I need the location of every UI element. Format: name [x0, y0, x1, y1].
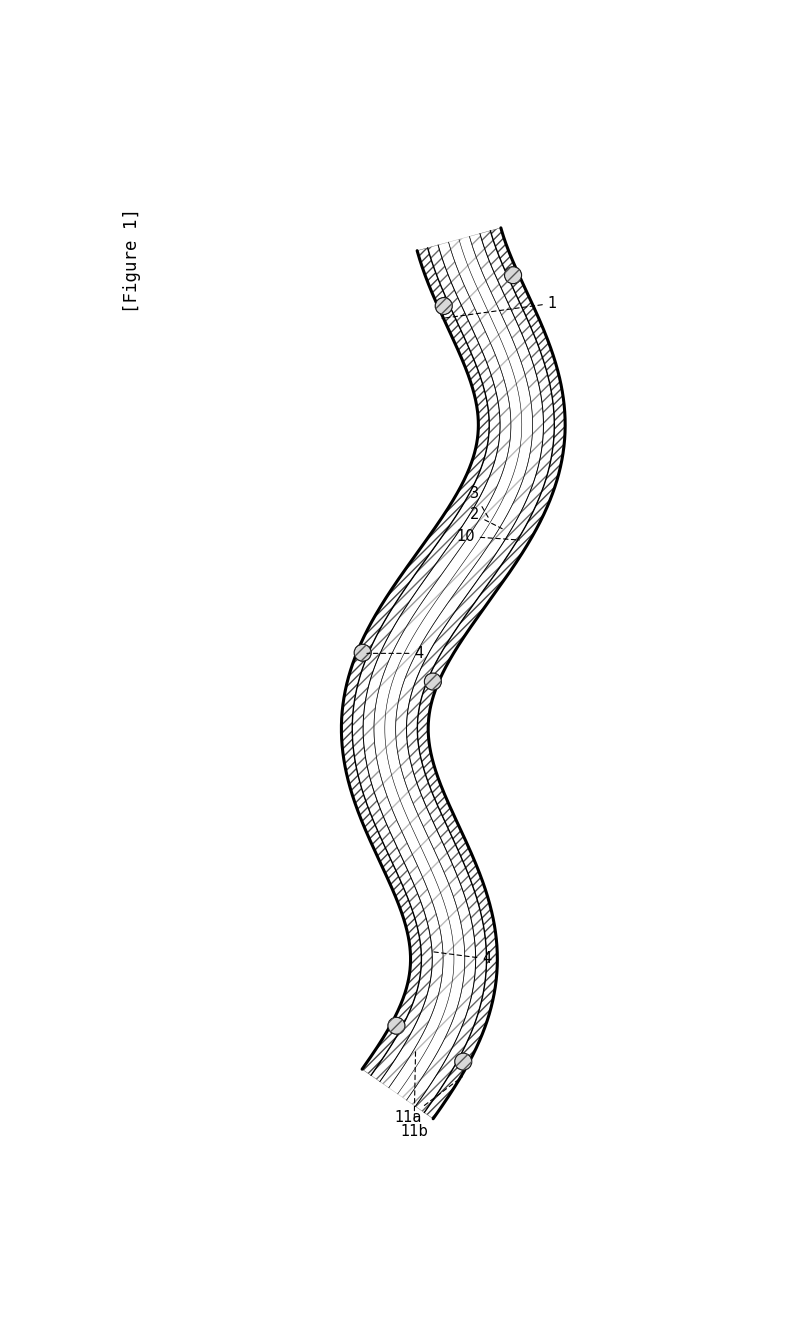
Polygon shape	[395, 233, 543, 1106]
Circle shape	[424, 673, 441, 690]
Polygon shape	[363, 243, 511, 1088]
Polygon shape	[407, 231, 554, 1113]
Text: 4: 4	[367, 647, 424, 661]
Circle shape	[388, 1017, 405, 1034]
Polygon shape	[341, 248, 489, 1076]
Text: 11b: 11b	[400, 1049, 428, 1138]
Polygon shape	[374, 236, 533, 1100]
Circle shape	[354, 644, 371, 661]
Polygon shape	[352, 245, 500, 1081]
Circle shape	[504, 267, 521, 284]
Circle shape	[454, 1053, 472, 1070]
Text: 10: 10	[456, 529, 519, 544]
Circle shape	[435, 297, 452, 315]
Text: 1: 1	[442, 296, 557, 319]
Polygon shape	[417, 228, 565, 1118]
Text: 3: 3	[470, 487, 489, 520]
Text: 4: 4	[431, 952, 491, 966]
Text: 2: 2	[470, 508, 502, 529]
Text: 11a: 11a	[395, 1077, 462, 1125]
Text: [Figure 1]: [Figure 1]	[123, 208, 141, 313]
